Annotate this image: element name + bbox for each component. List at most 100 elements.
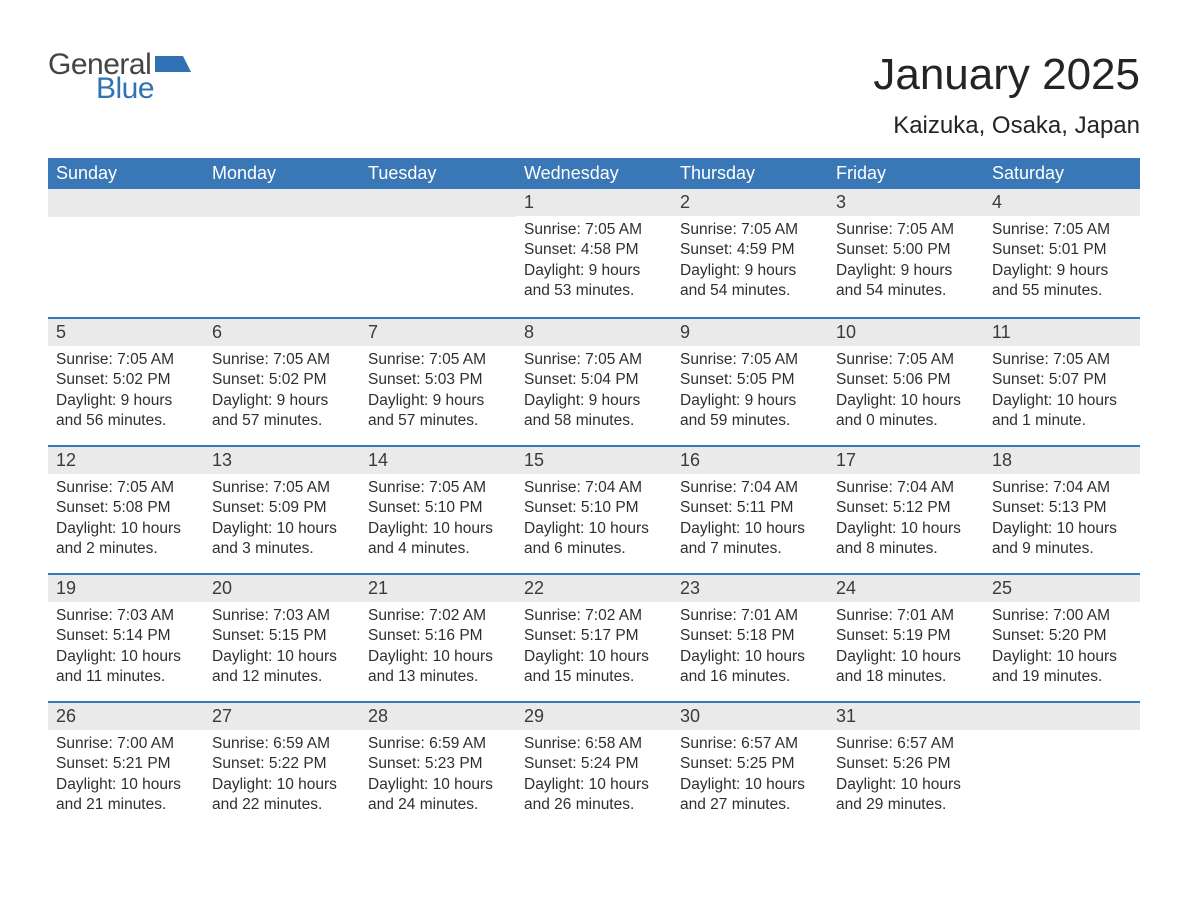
- sunset-line: Sunset: 5:16 PM: [368, 626, 508, 646]
- day-number: 24: [828, 573, 984, 602]
- daylight-line: Daylight: 10 hours and 22 minutes.: [212, 775, 352, 816]
- day-number: [360, 189, 516, 217]
- day-details: Sunrise: 7:05 AMSunset: 4:59 PMDaylight:…: [672, 216, 828, 308]
- sunrise-line: Sunrise: 6:59 AM: [368, 734, 508, 754]
- daylight-line: Daylight: 10 hours and 24 minutes.: [368, 775, 508, 816]
- day-details: [48, 217, 204, 227]
- sunrise-line: Sunrise: 7:00 AM: [992, 606, 1132, 626]
- day-number: 27: [204, 701, 360, 730]
- day-details: Sunrise: 7:00 AMSunset: 5:21 PMDaylight:…: [48, 730, 204, 822]
- sunrise-line: Sunrise: 7:00 AM: [56, 734, 196, 754]
- header-bar: General Blue January 2025 Kaizuka, Osaka…: [48, 50, 1140, 140]
- sunset-line: Sunset: 5:21 PM: [56, 754, 196, 774]
- day-details: Sunrise: 6:59 AMSunset: 5:23 PMDaylight:…: [360, 730, 516, 822]
- day-details: Sunrise: 7:01 AMSunset: 5:18 PMDaylight:…: [672, 602, 828, 694]
- daylight-line: Daylight: 10 hours and 0 minutes.: [836, 391, 976, 432]
- day-number: 22: [516, 573, 672, 602]
- day-number: 31: [828, 701, 984, 730]
- day-details: Sunrise: 7:05 AMSunset: 5:05 PMDaylight:…: [672, 346, 828, 438]
- day-details: Sunrise: 7:03 AMSunset: 5:14 PMDaylight:…: [48, 602, 204, 694]
- calendar-day-cell: 2Sunrise: 7:05 AMSunset: 4:59 PMDaylight…: [672, 189, 828, 317]
- sunrise-line: Sunrise: 7:03 AM: [212, 606, 352, 626]
- sunrise-line: Sunrise: 7:03 AM: [56, 606, 196, 626]
- sunset-line: Sunset: 5:12 PM: [836, 498, 976, 518]
- day-details: Sunrise: 7:05 AMSunset: 5:04 PMDaylight:…: [516, 346, 672, 438]
- day-details: Sunrise: 7:02 AMSunset: 5:16 PMDaylight:…: [360, 602, 516, 694]
- calendar-day-cell: 17Sunrise: 7:04 AMSunset: 5:12 PMDayligh…: [828, 445, 984, 573]
- daylight-line: Daylight: 10 hours and 9 minutes.: [992, 519, 1132, 560]
- daylight-line: Daylight: 9 hours and 56 minutes.: [56, 391, 196, 432]
- calendar-day-cell: 3Sunrise: 7:05 AMSunset: 5:00 PMDaylight…: [828, 189, 984, 317]
- sunrise-line: Sunrise: 7:04 AM: [992, 478, 1132, 498]
- day-number: 30: [672, 701, 828, 730]
- daylight-line: Daylight: 9 hours and 55 minutes.: [992, 261, 1132, 302]
- day-number: 11: [984, 317, 1140, 346]
- day-number: 28: [360, 701, 516, 730]
- sunrise-line: Sunrise: 7:05 AM: [836, 350, 976, 370]
- daylight-line: Daylight: 10 hours and 26 minutes.: [524, 775, 664, 816]
- sunrise-line: Sunrise: 7:05 AM: [524, 350, 664, 370]
- weekday-header: Sunday: [48, 158, 204, 189]
- sunset-line: Sunset: 5:24 PM: [524, 754, 664, 774]
- sunset-line: Sunset: 5:06 PM: [836, 370, 976, 390]
- day-details: [984, 730, 1140, 740]
- day-details: Sunrise: 7:05 AMSunset: 5:07 PMDaylight:…: [984, 346, 1140, 438]
- sunset-line: Sunset: 5:19 PM: [836, 626, 976, 646]
- day-details: Sunrise: 7:05 AMSunset: 5:01 PMDaylight:…: [984, 216, 1140, 308]
- calendar-day-cell: 8Sunrise: 7:05 AMSunset: 5:04 PMDaylight…: [516, 317, 672, 445]
- day-details: Sunrise: 7:00 AMSunset: 5:20 PMDaylight:…: [984, 602, 1140, 694]
- day-details: Sunrise: 7:05 AMSunset: 5:02 PMDaylight:…: [204, 346, 360, 438]
- calendar-day-cell: 29Sunrise: 6:58 AMSunset: 5:24 PMDayligh…: [516, 701, 672, 829]
- day-number: 8: [516, 317, 672, 346]
- sunrise-line: Sunrise: 7:05 AM: [992, 350, 1132, 370]
- day-details: Sunrise: 7:04 AMSunset: 5:10 PMDaylight:…: [516, 474, 672, 566]
- weekday-header: Thursday: [672, 158, 828, 189]
- calendar-week-row: 26Sunrise: 7:00 AMSunset: 5:21 PMDayligh…: [48, 701, 1140, 829]
- day-details: [360, 217, 516, 227]
- calendar-day-cell: [984, 701, 1140, 829]
- sunrise-line: Sunrise: 7:05 AM: [212, 478, 352, 498]
- daylight-line: Daylight: 10 hours and 15 minutes.: [524, 647, 664, 688]
- flag-icon: [155, 52, 191, 72]
- day-details: Sunrise: 7:03 AMSunset: 5:15 PMDaylight:…: [204, 602, 360, 694]
- day-number: 5: [48, 317, 204, 346]
- calendar-day-cell: 12Sunrise: 7:05 AMSunset: 5:08 PMDayligh…: [48, 445, 204, 573]
- sunrise-line: Sunrise: 7:05 AM: [992, 220, 1132, 240]
- calendar-day-cell: 28Sunrise: 6:59 AMSunset: 5:23 PMDayligh…: [360, 701, 516, 829]
- daylight-line: Daylight: 9 hours and 54 minutes.: [836, 261, 976, 302]
- sunrise-line: Sunrise: 7:05 AM: [524, 220, 664, 240]
- calendar-day-cell: 18Sunrise: 7:04 AMSunset: 5:13 PMDayligh…: [984, 445, 1140, 573]
- day-details: Sunrise: 7:05 AMSunset: 5:00 PMDaylight:…: [828, 216, 984, 308]
- sunrise-line: Sunrise: 7:02 AM: [368, 606, 508, 626]
- calendar-day-cell: 22Sunrise: 7:02 AMSunset: 5:17 PMDayligh…: [516, 573, 672, 701]
- calendar-day-cell: 16Sunrise: 7:04 AMSunset: 5:11 PMDayligh…: [672, 445, 828, 573]
- sunset-line: Sunset: 5:23 PM: [368, 754, 508, 774]
- daylight-line: Daylight: 10 hours and 3 minutes.: [212, 519, 352, 560]
- day-number: 18: [984, 445, 1140, 474]
- day-number: 9: [672, 317, 828, 346]
- daylight-line: Daylight: 10 hours and 21 minutes.: [56, 775, 196, 816]
- day-number: 12: [48, 445, 204, 474]
- daylight-line: Daylight: 10 hours and 6 minutes.: [524, 519, 664, 560]
- day-number: [204, 189, 360, 217]
- sunrise-line: Sunrise: 7:05 AM: [212, 350, 352, 370]
- day-number: 17: [828, 445, 984, 474]
- sunrise-line: Sunrise: 7:04 AM: [680, 478, 820, 498]
- day-number: 13: [204, 445, 360, 474]
- sunrise-line: Sunrise: 7:05 AM: [56, 350, 196, 370]
- day-details: Sunrise: 6:57 AMSunset: 5:26 PMDaylight:…: [828, 730, 984, 822]
- sunset-line: Sunset: 4:59 PM: [680, 240, 820, 260]
- day-details: Sunrise: 7:02 AMSunset: 5:17 PMDaylight:…: [516, 602, 672, 694]
- day-number: [984, 701, 1140, 730]
- brand-word-2: Blue: [96, 74, 191, 104]
- sunrise-line: Sunrise: 7:05 AM: [680, 350, 820, 370]
- calendar-day-cell: 24Sunrise: 7:01 AMSunset: 5:19 PMDayligh…: [828, 573, 984, 701]
- day-details: Sunrise: 6:57 AMSunset: 5:25 PMDaylight:…: [672, 730, 828, 822]
- calendar-day-cell: 7Sunrise: 7:05 AMSunset: 5:03 PMDaylight…: [360, 317, 516, 445]
- calendar-day-cell: 13Sunrise: 7:05 AMSunset: 5:09 PMDayligh…: [204, 445, 360, 573]
- day-number: 3: [828, 189, 984, 216]
- day-details: Sunrise: 7:05 AMSunset: 5:09 PMDaylight:…: [204, 474, 360, 566]
- daylight-line: Daylight: 9 hours and 57 minutes.: [368, 391, 508, 432]
- calendar-day-cell: [48, 189, 204, 317]
- sunrise-line: Sunrise: 6:59 AM: [212, 734, 352, 754]
